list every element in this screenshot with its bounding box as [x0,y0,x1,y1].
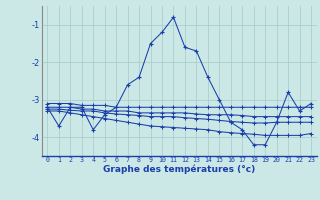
X-axis label: Graphe des températures (°c): Graphe des températures (°c) [103,165,255,174]
